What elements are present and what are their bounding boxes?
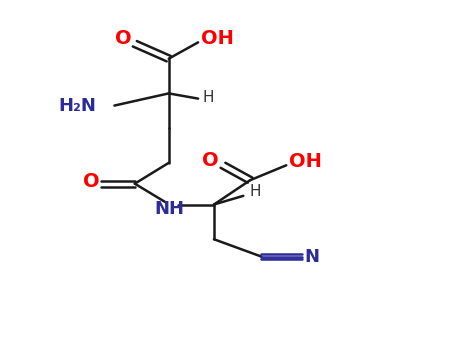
Text: O: O — [115, 29, 132, 48]
Text: O: O — [202, 150, 219, 169]
Text: H: H — [249, 184, 261, 199]
Text: OH: OH — [289, 152, 322, 170]
Text: OH: OH — [201, 29, 233, 48]
Text: N: N — [304, 247, 319, 266]
Text: O: O — [83, 173, 99, 191]
Text: H₂N: H₂N — [58, 97, 96, 115]
Text: H: H — [202, 90, 214, 105]
Text: NH: NH — [154, 200, 184, 218]
